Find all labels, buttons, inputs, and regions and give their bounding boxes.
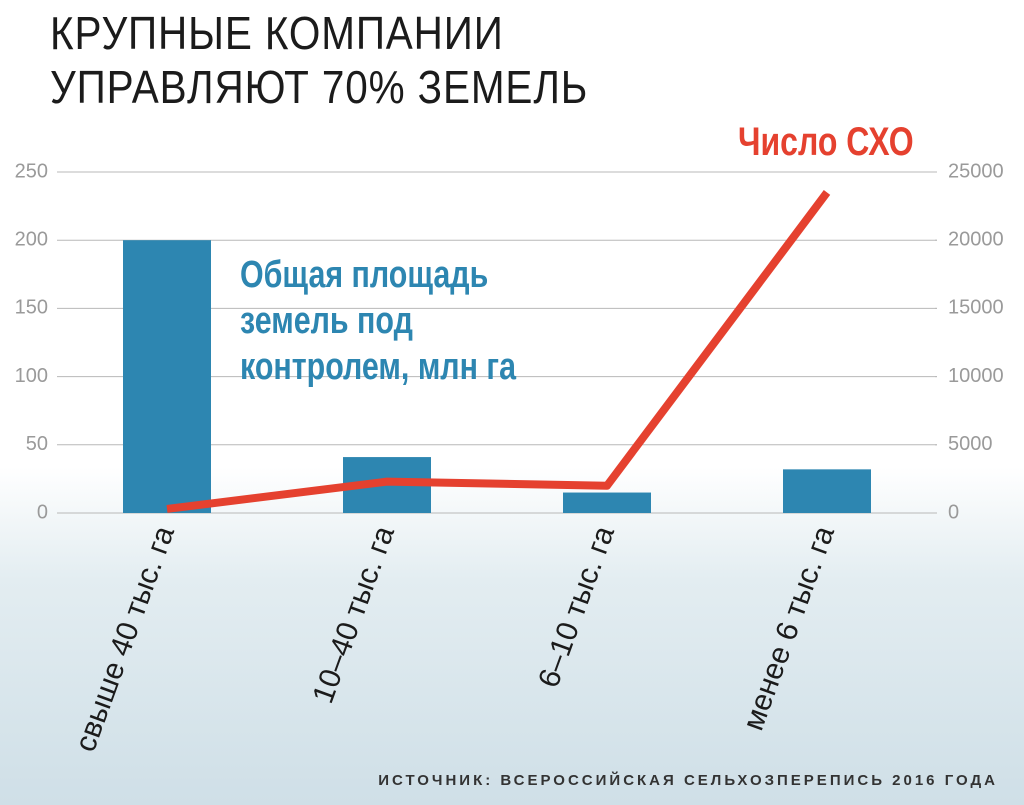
- line: [166, 190, 831, 513]
- y2-tick-label: 20000: [948, 228, 1004, 250]
- x-tick-label: 6–10 тыс. га: [532, 522, 621, 692]
- y-tick-label: 250: [15, 160, 48, 182]
- y2-tick-label: 5000: [948, 433, 993, 455]
- title-line: УПРАВЛЯЮТ 70% ЗЕМЕЛЬ: [50, 61, 589, 113]
- y2-tick-label: 25000: [948, 160, 1004, 182]
- y-tick-label: 0: [37, 501, 48, 523]
- y-tick-label: 200: [15, 228, 48, 250]
- bar-series-label: Общая площадь земель под контролем, млн …: [240, 254, 516, 388]
- source-note: ИСТОЧНИК: ВСЕРОССИЙСКАЯ СЕЛЬХОЗПЕРЕПИСЬ …: [378, 772, 998, 789]
- line-series-label: Число СХО: [738, 120, 914, 164]
- y2-tick-label: 0: [948, 501, 959, 523]
- x-tick-label: 10–40 тыс. га: [306, 522, 401, 708]
- bar: [783, 469, 871, 513]
- x-tick-label: свыше 40 тыс. га: [69, 522, 181, 757]
- y-tick-label: 100: [15, 365, 48, 387]
- bar: [123, 240, 211, 513]
- title-line: КРУПНЫЕ КОМПАНИИ: [50, 7, 504, 59]
- y-tick-label: 50: [26, 433, 48, 455]
- bar: [563, 492, 651, 513]
- y2-tick-label: 15000: [948, 297, 1004, 319]
- chart-title: КРУПНЫЕ КОМПАНИИ УПРАВЛЯЮТ 70% ЗЕМЕЛЬ: [50, 6, 588, 114]
- y-tick-label: 150: [15, 297, 48, 319]
- x-tick-label: менее 6 тыс. га: [737, 522, 841, 735]
- y2-tick-label: 10000: [948, 365, 1004, 387]
